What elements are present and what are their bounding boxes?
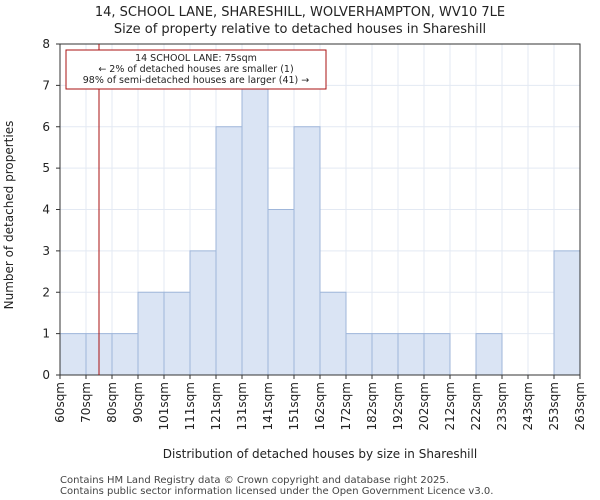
x-tick-label: 243sqm <box>521 382 535 430</box>
y-tick-label: 0 <box>42 368 50 382</box>
x-tick-label: 70sqm <box>79 382 93 423</box>
x-tick-label: 141sqm <box>261 382 275 430</box>
x-tick-label: 121sqm <box>209 382 223 430</box>
bars <box>59 84 581 376</box>
y-axis-label: Number of detached properties <box>2 121 16 310</box>
x-axis-ticks: 60sqm 70sqm 80sqm 90sqm 101sqm 111sqm 121sqm 13… <box>53 375 587 430</box>
chart-subtitle: Size of property relative to detached ho… <box>114 22 486 37</box>
y-tick-label: 7 <box>42 78 50 92</box>
y-tick-label: 8 <box>42 37 50 51</box>
annotation-line-3: 98% of semi-detached houses are larger (… <box>83 75 310 86</box>
x-tick-label: 131sqm <box>235 382 249 430</box>
y-tick-label: 3 <box>42 244 50 258</box>
bar-222sqm <box>475 333 503 376</box>
bar-192sqm <box>397 333 425 376</box>
y-tick-label: 1 <box>42 327 50 341</box>
footer-line-2: Contains public sector information licen… <box>60 486 493 497</box>
bar-162sqm <box>319 291 347 376</box>
x-tick-label: 222sqm <box>469 382 483 430</box>
x-tick-label: 111sqm <box>183 382 197 430</box>
x-tick-label: 172sqm <box>339 382 353 430</box>
bar-80sqm <box>111 333 139 376</box>
annotation-line-2: ← 2% of detached houses are smaller (1) <box>98 64 293 75</box>
x-tick-label: 90sqm <box>131 382 145 423</box>
annotation-box: 14 SCHOOL LANE: 75sqm ← 2% of detached h… <box>65 49 327 90</box>
y-tick-label: 2 <box>42 285 50 299</box>
bar-90sqm <box>137 291 165 376</box>
bar-111sqm <box>189 250 217 376</box>
bar-202sqm <box>423 333 451 376</box>
bar-141sqm <box>267 209 295 376</box>
annotation-frame <box>65 49 327 90</box>
x-tick-label: 253sqm <box>547 382 561 430</box>
x-tick-label: 182sqm <box>365 382 379 430</box>
chart-title: 14, SCHOOL LANE, SHARESHILL, WOLVERHAMPT… <box>95 5 505 20</box>
bar-172sqm <box>345 333 373 376</box>
y-tick-label: 5 <box>42 161 50 175</box>
x-tick-label: 80sqm <box>105 382 119 423</box>
x-tick-label: 202sqm <box>417 382 431 430</box>
x-tick-label: 101sqm <box>157 382 171 430</box>
y-axis-ticks: 0 1 2 3 4 5 6 7 8 <box>42 37 60 382</box>
x-tick-label: 162sqm <box>313 382 327 430</box>
footer-line-1: Contains HM Land Registry data © Crown c… <box>60 475 449 486</box>
y-tick-label: 4 <box>42 203 50 217</box>
x-tick-label: 263sqm <box>573 382 587 430</box>
x-tick-label: 151sqm <box>287 382 301 430</box>
bar-131sqm <box>241 84 269 376</box>
bar-121sqm <box>215 126 243 376</box>
bar-253sqm <box>553 250 581 376</box>
annotation-line-1: 14 SCHOOL LANE: 75sqm <box>135 53 257 64</box>
y-tick-label: 6 <box>42 120 50 134</box>
bar-60sqm <box>59 333 87 376</box>
x-tick-label: 212sqm <box>443 382 457 430</box>
x-tick-label: 60sqm <box>53 382 67 423</box>
x-tick-label: 233sqm <box>495 382 509 430</box>
bar-101sqm <box>163 291 191 376</box>
bar-182sqm <box>371 333 399 376</box>
x-axis-label: Distribution of detached houses by size … <box>163 447 477 461</box>
x-tick-label: 192sqm <box>391 382 405 430</box>
bar-151sqm <box>293 126 321 376</box>
